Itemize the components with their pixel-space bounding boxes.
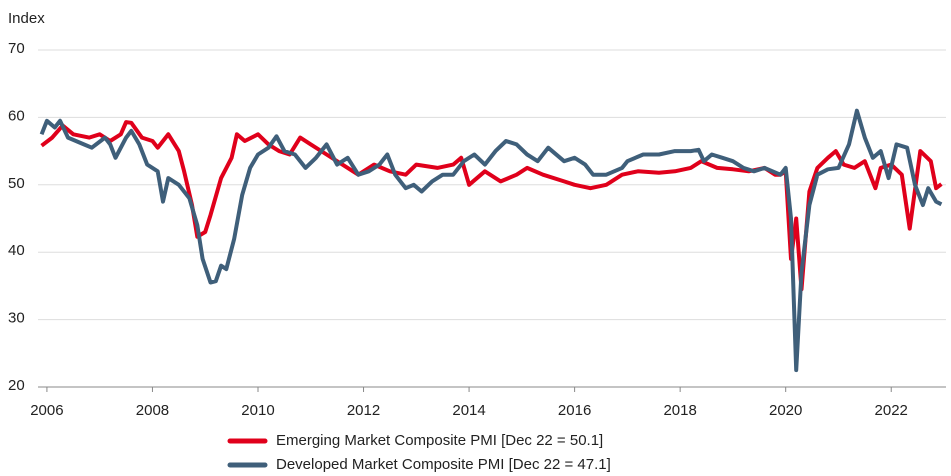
y-tick-label: 30 [8,310,25,327]
y-tick-label: 50 [8,175,25,192]
x-tick-label: 2006 [30,402,63,419]
legend-label: Emerging Market Composite PMI [Dec 22 = … [276,432,603,449]
y-tick-label: 20 [8,377,25,394]
series-line [40,120,943,292]
x-tick-label: 2018 [663,402,696,419]
series-line [39,108,943,373]
y-axis-label: Index [8,10,45,27]
x-tick-label: 2022 [875,402,908,419]
x-tick-label: 2008 [136,402,169,419]
x-tick-label: 2012 [347,402,380,419]
y-tick-label: 70 [8,40,25,57]
legend-label: Developed Market Composite PMI [Dec 22 =… [276,456,611,473]
y-tick-label: 40 [8,242,25,259]
y-tick-label: 60 [8,107,25,124]
x-tick-label: 2014 [452,402,485,419]
x-tick-label: 2010 [241,402,274,419]
x-tick-label: 2016 [558,402,591,419]
x-tick-label: 2020 [769,402,802,419]
